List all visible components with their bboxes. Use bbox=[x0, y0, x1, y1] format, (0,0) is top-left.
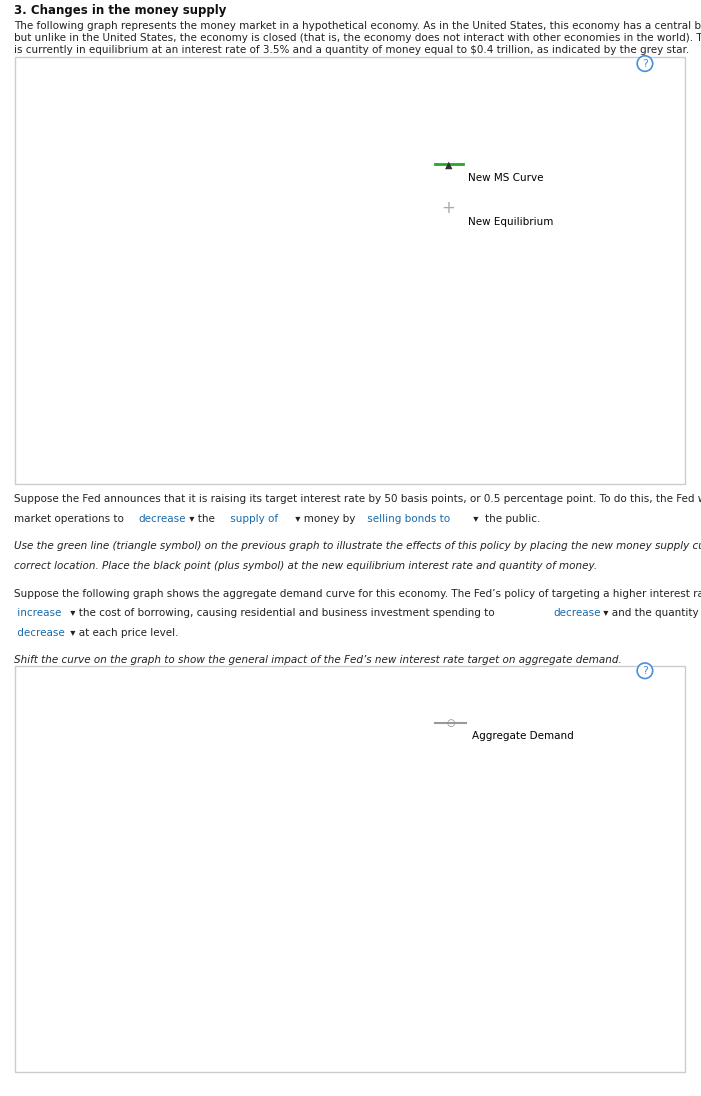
Text: ▾ the: ▾ the bbox=[186, 514, 218, 524]
Text: New Equilibrium: New Equilibrium bbox=[468, 217, 554, 227]
Text: +: + bbox=[442, 199, 456, 217]
Text: is currently in equilibrium at an interest rate of 3.5% and a quantity of money : is currently in equilibrium at an intere… bbox=[14, 45, 689, 55]
Text: ▾  the public.: ▾ the public. bbox=[470, 514, 540, 524]
Text: Suppose the Fed announces that it is raising its target interest rate by 50 basi: Suppose the Fed announces that it is rai… bbox=[14, 494, 701, 504]
Text: ▾ at each price level.: ▾ at each price level. bbox=[67, 628, 179, 638]
Text: Use the green line (triangle symbol) on the previous graph to illustrate the eff: Use the green line (triangle symbol) on … bbox=[14, 541, 701, 551]
Text: Suppose the following graph shows the aggregate demand curve for this economy. T: Suppose the following graph shows the ag… bbox=[14, 589, 701, 598]
Text: Aggregate Demand: Aggregate Demand bbox=[177, 941, 285, 951]
X-axis label: OUTPUT: OUTPUT bbox=[207, 1034, 255, 1047]
Text: ○: ○ bbox=[446, 718, 455, 729]
Text: ▲: ▲ bbox=[445, 159, 452, 170]
Text: Shift the curve on the graph to show the general impact of the Fed’s new interes: Shift the curve on the graph to show the… bbox=[14, 655, 622, 665]
Text: market operations to: market operations to bbox=[14, 514, 127, 524]
Text: ▾ money by: ▾ money by bbox=[292, 514, 359, 524]
Y-axis label: PRICE LEVEL: PRICE LEVEL bbox=[41, 826, 54, 901]
Text: ?: ? bbox=[642, 58, 648, 69]
Text: selling bonds to: selling bonds to bbox=[364, 514, 453, 524]
Text: decrease: decrease bbox=[553, 608, 601, 618]
Text: ▾ and the quantity of output demanded to: ▾ and the quantity of output demanded to bbox=[601, 608, 701, 618]
Text: but unlike in the United States, the economy is closed (that is, the economy doe: but unlike in the United States, the eco… bbox=[14, 33, 701, 43]
Text: Money Supply: Money Supply bbox=[182, 433, 255, 443]
Text: Aggregate Demand: Aggregate Demand bbox=[472, 731, 573, 741]
Text: ?: ? bbox=[642, 665, 648, 676]
Text: supply of: supply of bbox=[227, 514, 282, 524]
Text: increase: increase bbox=[14, 608, 62, 618]
Y-axis label: INTEREST RATE (Percent): INTEREST RATE (Percent) bbox=[20, 204, 30, 333]
Text: Money Demand: Money Demand bbox=[72, 167, 154, 176]
Text: decrease: decrease bbox=[138, 514, 186, 524]
Text: The following graph represents the money market in a hypothetical economy. As in: The following graph represents the money… bbox=[14, 21, 701, 31]
Text: New MS Curve: New MS Curve bbox=[468, 173, 544, 183]
Text: decrease: decrease bbox=[14, 628, 64, 638]
Text: ▾ the cost of borrowing, causing residential and business investment spending to: ▾ the cost of borrowing, causing residen… bbox=[67, 608, 498, 618]
Text: correct location. Place the black point (plus symbol) at the new equilibrium int: correct location. Place the black point … bbox=[14, 561, 597, 571]
X-axis label: MONEY (Trillions of dollars): MONEY (Trillions of dollars) bbox=[161, 473, 301, 483]
Text: 3. Changes in the money supply: 3. Changes in the money supply bbox=[14, 4, 226, 16]
